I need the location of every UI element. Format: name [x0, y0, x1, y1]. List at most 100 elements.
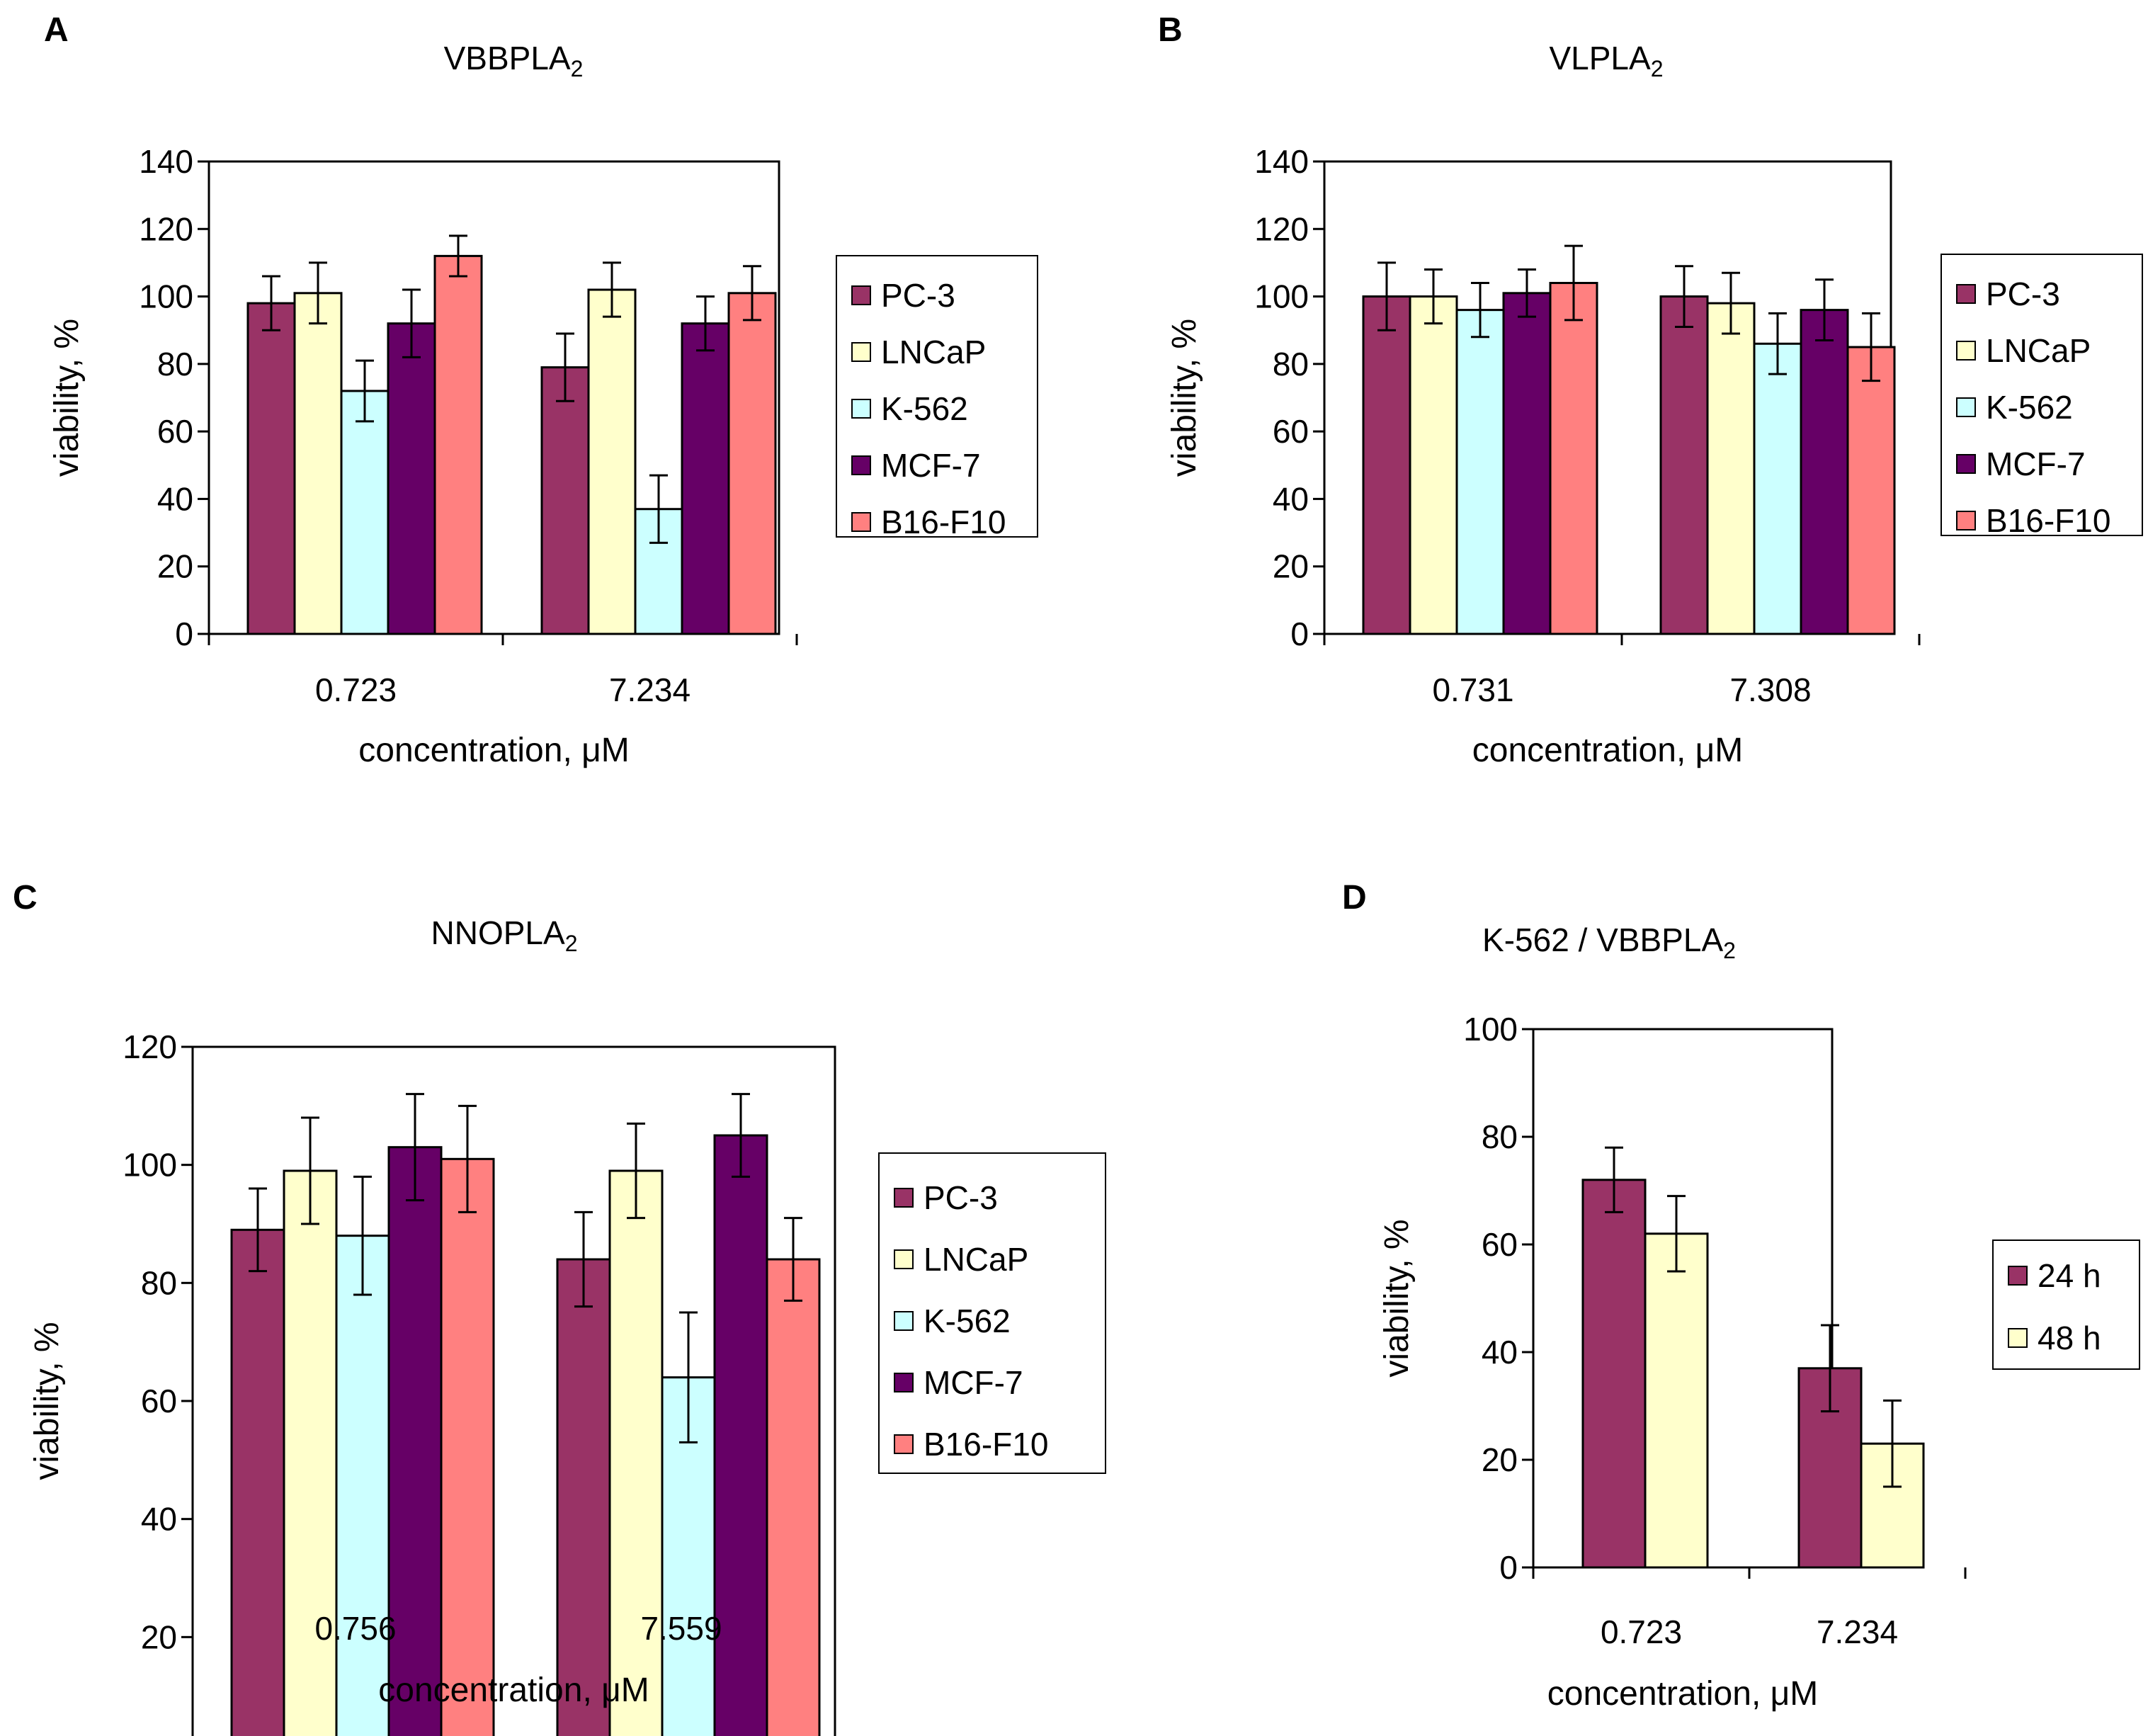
y-tick-label: 100	[123, 1147, 177, 1184]
legend-swatch	[2008, 1328, 2028, 1348]
x-axis-label: concentration, μM	[358, 732, 630, 769]
y-tick-label: 140	[139, 143, 193, 180]
bar	[230, 1228, 285, 1736]
y-tick-label: 120	[123, 1028, 177, 1065]
legend-swatch	[2008, 1266, 2028, 1286]
y-tick-label: 20	[1273, 548, 1309, 585]
y-tick-label: 0	[1290, 615, 1309, 652]
legend-item: B16-F10	[1956, 501, 2110, 540]
legend-label: K-562	[924, 1303, 1011, 1339]
chart-title-text: VBBPLA	[443, 40, 571, 76]
bar-layer	[1581, 1179, 1925, 1569]
panel-label: C	[13, 879, 38, 917]
y-tick-label: 60	[157, 413, 193, 450]
legend-label: B16-F10	[881, 504, 1006, 540]
bar-layer	[230, 1134, 821, 1736]
y-tick-label: 60	[1482, 1226, 1518, 1263]
bar	[1659, 295, 1709, 635]
y-axis-label: viability, %	[1378, 1219, 1416, 1377]
bar	[1800, 309, 1849, 635]
legend-label: K-562	[1986, 389, 2073, 426]
legend-swatch	[894, 1188, 914, 1208]
chart-title-text: VLPLA	[1549, 40, 1651, 76]
y-tick-label: 80	[157, 346, 193, 382]
legend-swatch	[894, 1373, 914, 1392]
x-tick-label: 7.234	[609, 671, 691, 708]
legend-swatch	[851, 285, 871, 305]
legend-label: PC-3	[881, 277, 955, 314]
bar	[1706, 302, 1756, 635]
bar	[713, 1134, 768, 1736]
chart-title-subscript: 2	[1650, 56, 1664, 81]
bar-layer	[1362, 282, 1896, 635]
panel-label: B	[1158, 11, 1183, 49]
legend-swatch	[894, 1434, 914, 1454]
legend-label: PC-3	[924, 1179, 998, 1216]
bar	[1753, 342, 1802, 635]
y-tick-label: 20	[1482, 1441, 1518, 1478]
y-tick-label: 20	[141, 1618, 177, 1655]
legend-swatch	[1956, 284, 1976, 304]
y-tick-label: 60	[141, 1383, 177, 1419]
y-tick-label: 80	[1273, 346, 1309, 382]
bar	[440, 1157, 495, 1736]
legend-swatch	[851, 399, 871, 419]
legend-swatch	[851, 342, 871, 362]
y-tick-label: 80	[1482, 1118, 1518, 1155]
legend-label: LNCaP	[881, 334, 987, 370]
chart-panel-d: D K-562 / VBBPLA2 0 20 40 60 80 100 0.723 7.234…	[1342, 861, 2148, 1736]
legend-label: PC-3	[1986, 276, 2060, 312]
x-tick-label: 7.559	[640, 1610, 722, 1647]
legend-item: LNCaP	[894, 1240, 1028, 1278]
chart-title-subscript: 2	[570, 56, 584, 81]
legend-label: MCF-7	[881, 447, 981, 484]
bar	[1549, 282, 1598, 635]
chart-title: VBBPLA2	[301, 39, 726, 82]
legend-label: MCF-7	[1986, 446, 2086, 482]
legend-swatch	[1956, 341, 1976, 361]
bar	[1581, 1179, 1647, 1569]
bar	[727, 292, 777, 635]
bar	[1362, 295, 1411, 635]
bar	[766, 1258, 821, 1736]
bar	[540, 366, 590, 635]
y-tick-label: 40	[141, 1501, 177, 1538]
chart-title-subscript: 2	[564, 931, 578, 956]
legend-label: 48 h	[2038, 1320, 2101, 1356]
bar	[587, 288, 637, 635]
legend-swatch	[851, 512, 871, 532]
chart-title: NNOPLA2	[292, 914, 717, 957]
legend-label: B16-F10	[924, 1426, 1049, 1463]
bar	[340, 390, 390, 635]
x-tick-label: 0.723	[315, 671, 397, 708]
legend-swatch	[1956, 454, 1976, 474]
bar	[335, 1235, 390, 1736]
legend-swatch	[1956, 511, 1976, 531]
x-tick-label: 7.234	[1817, 1613, 1898, 1650]
legend-item: 48 h	[2008, 1319, 2101, 1357]
legend-swatch	[1956, 397, 1976, 417]
legend-item: 24 h	[2008, 1256, 2101, 1295]
bar	[1409, 295, 1458, 635]
legend: PC-3 LNCaP K-562 MCF-7 B16-F10	[836, 255, 1038, 541]
chart-panel-b: B VLPLA2 0 20 40 60 80 100 120 140 0.731 7.308 con…	[1091, 0, 2148, 807]
legend-item: B16-F10	[851, 503, 1006, 541]
chart-title: VLPLA2	[1394, 39, 1819, 82]
y-tick-label: 100	[139, 278, 193, 315]
bar	[387, 322, 436, 635]
legend-item: K-562	[1956, 388, 2073, 426]
bar	[1502, 292, 1552, 635]
chart-title-subscript: 2	[1723, 938, 1736, 963]
legend-item: MCF-7	[851, 446, 981, 484]
legend: PC-3 LNCaP K-562 MCF-7 B16-F10	[878, 1152, 1106, 1474]
y-tick-label: 60	[1273, 413, 1309, 450]
legend-item: K-562	[851, 390, 968, 428]
legend-item: K-562	[894, 1302, 1011, 1340]
chart-svg: 0 20 40 60 80 100 0.723 7.234 concentration, μM v…	[1378, 1011, 1967, 1713]
legend-swatch	[851, 455, 871, 475]
legend-item: MCF-7	[1956, 445, 2086, 483]
x-tick-label: 7.308	[1729, 671, 1811, 708]
chart-panel-a: A VBBPLA2 0 20 40 60 80 100 120 140 0.723 7.234 co…	[0, 0, 1076, 807]
legend-label: 24 h	[2038, 1257, 2101, 1294]
bar	[283, 1169, 338, 1736]
